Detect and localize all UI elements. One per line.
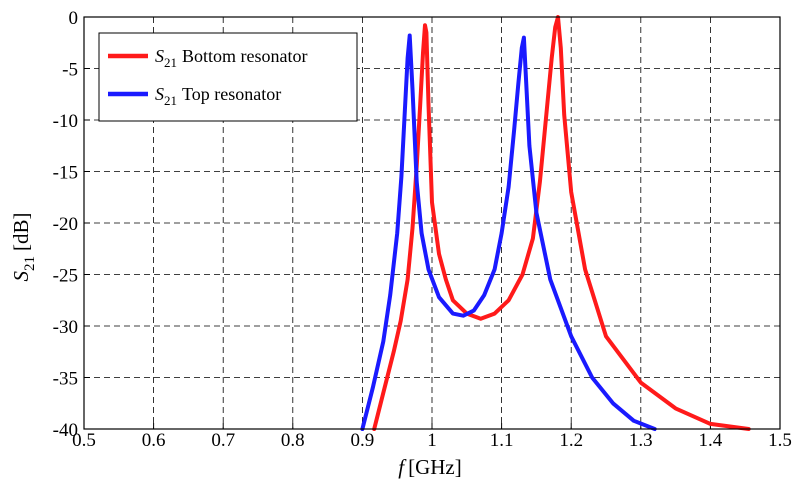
x-tick-label: 1 <box>427 430 437 451</box>
series-line-bottom-resonator <box>372 15 751 431</box>
legend-entry-bottom-resonator: S21 Bottom resonator <box>155 46 307 70</box>
legend-symbol: S <box>155 84 164 104</box>
x-tick-label: 0.6 <box>142 430 166 451</box>
x-axis-symbol: f <box>398 455 407 479</box>
y-tick-label: -15 <box>53 163 78 184</box>
plot-frame <box>83 16 781 430</box>
x-axis-label: f [GHz] <box>398 455 461 479</box>
legend-entry-top-resonator: S21 Top resonator <box>155 84 281 108</box>
legend-series-name: Bottom resonator <box>182 46 307 66</box>
x-tick-label: 1.4 <box>699 430 723 451</box>
y-tick-label: -30 <box>53 317 78 338</box>
y-tick-labels: 0 -5 -10 -15 -20 -25 -30 -35 -40 <box>53 8 78 441</box>
x-tick-label: 1.1 <box>490 430 514 451</box>
x-tick-label: 1.3 <box>629 430 653 451</box>
x-tick-label: 0.8 <box>281 430 305 451</box>
legend-symbol: S <box>155 46 164 66</box>
y-tick-label: 0 <box>69 8 79 29</box>
series-layer <box>360 15 751 431</box>
legend-series-name: Top resonator <box>182 84 281 104</box>
y-axis-symbol: S <box>9 271 33 282</box>
y-tick-label: -10 <box>53 111 78 132</box>
x-tick-label: 0.7 <box>211 430 235 451</box>
y-tick-label: -35 <box>53 369 78 390</box>
x-tick-label: 0.9 <box>351 430 375 451</box>
y-axis-subscript: 21 <box>22 256 38 271</box>
y-tick-label: -25 <box>53 266 78 287</box>
y-axis-unit: [dB] <box>9 213 33 252</box>
y-tick-label: -40 <box>53 420 78 441</box>
y-tick-label: -5 <box>62 60 78 81</box>
x-tick-label: 0.5 <box>72 430 96 451</box>
series-line-top-resonator <box>360 33 657 431</box>
x-tick-label: 1.2 <box>559 430 583 451</box>
legend-box <box>98 32 358 122</box>
x-axis-unit: [GHz] <box>408 455 462 479</box>
legend-subscript: 21 <box>164 93 177 108</box>
y-axis-label: S21 [dB] <box>9 213 38 282</box>
x-tick-labels: 0.5 0.6 0.7 0.8 0.9 1 1.1 1.2 1.3 1.4 1.5 <box>72 430 792 451</box>
legend: S21 Bottom resonator S21 Top resonator <box>98 32 358 122</box>
y-tick-label: -20 <box>53 214 78 235</box>
legend-subscript: 21 <box>164 55 177 70</box>
x-tick-label: 1.5 <box>768 430 792 451</box>
